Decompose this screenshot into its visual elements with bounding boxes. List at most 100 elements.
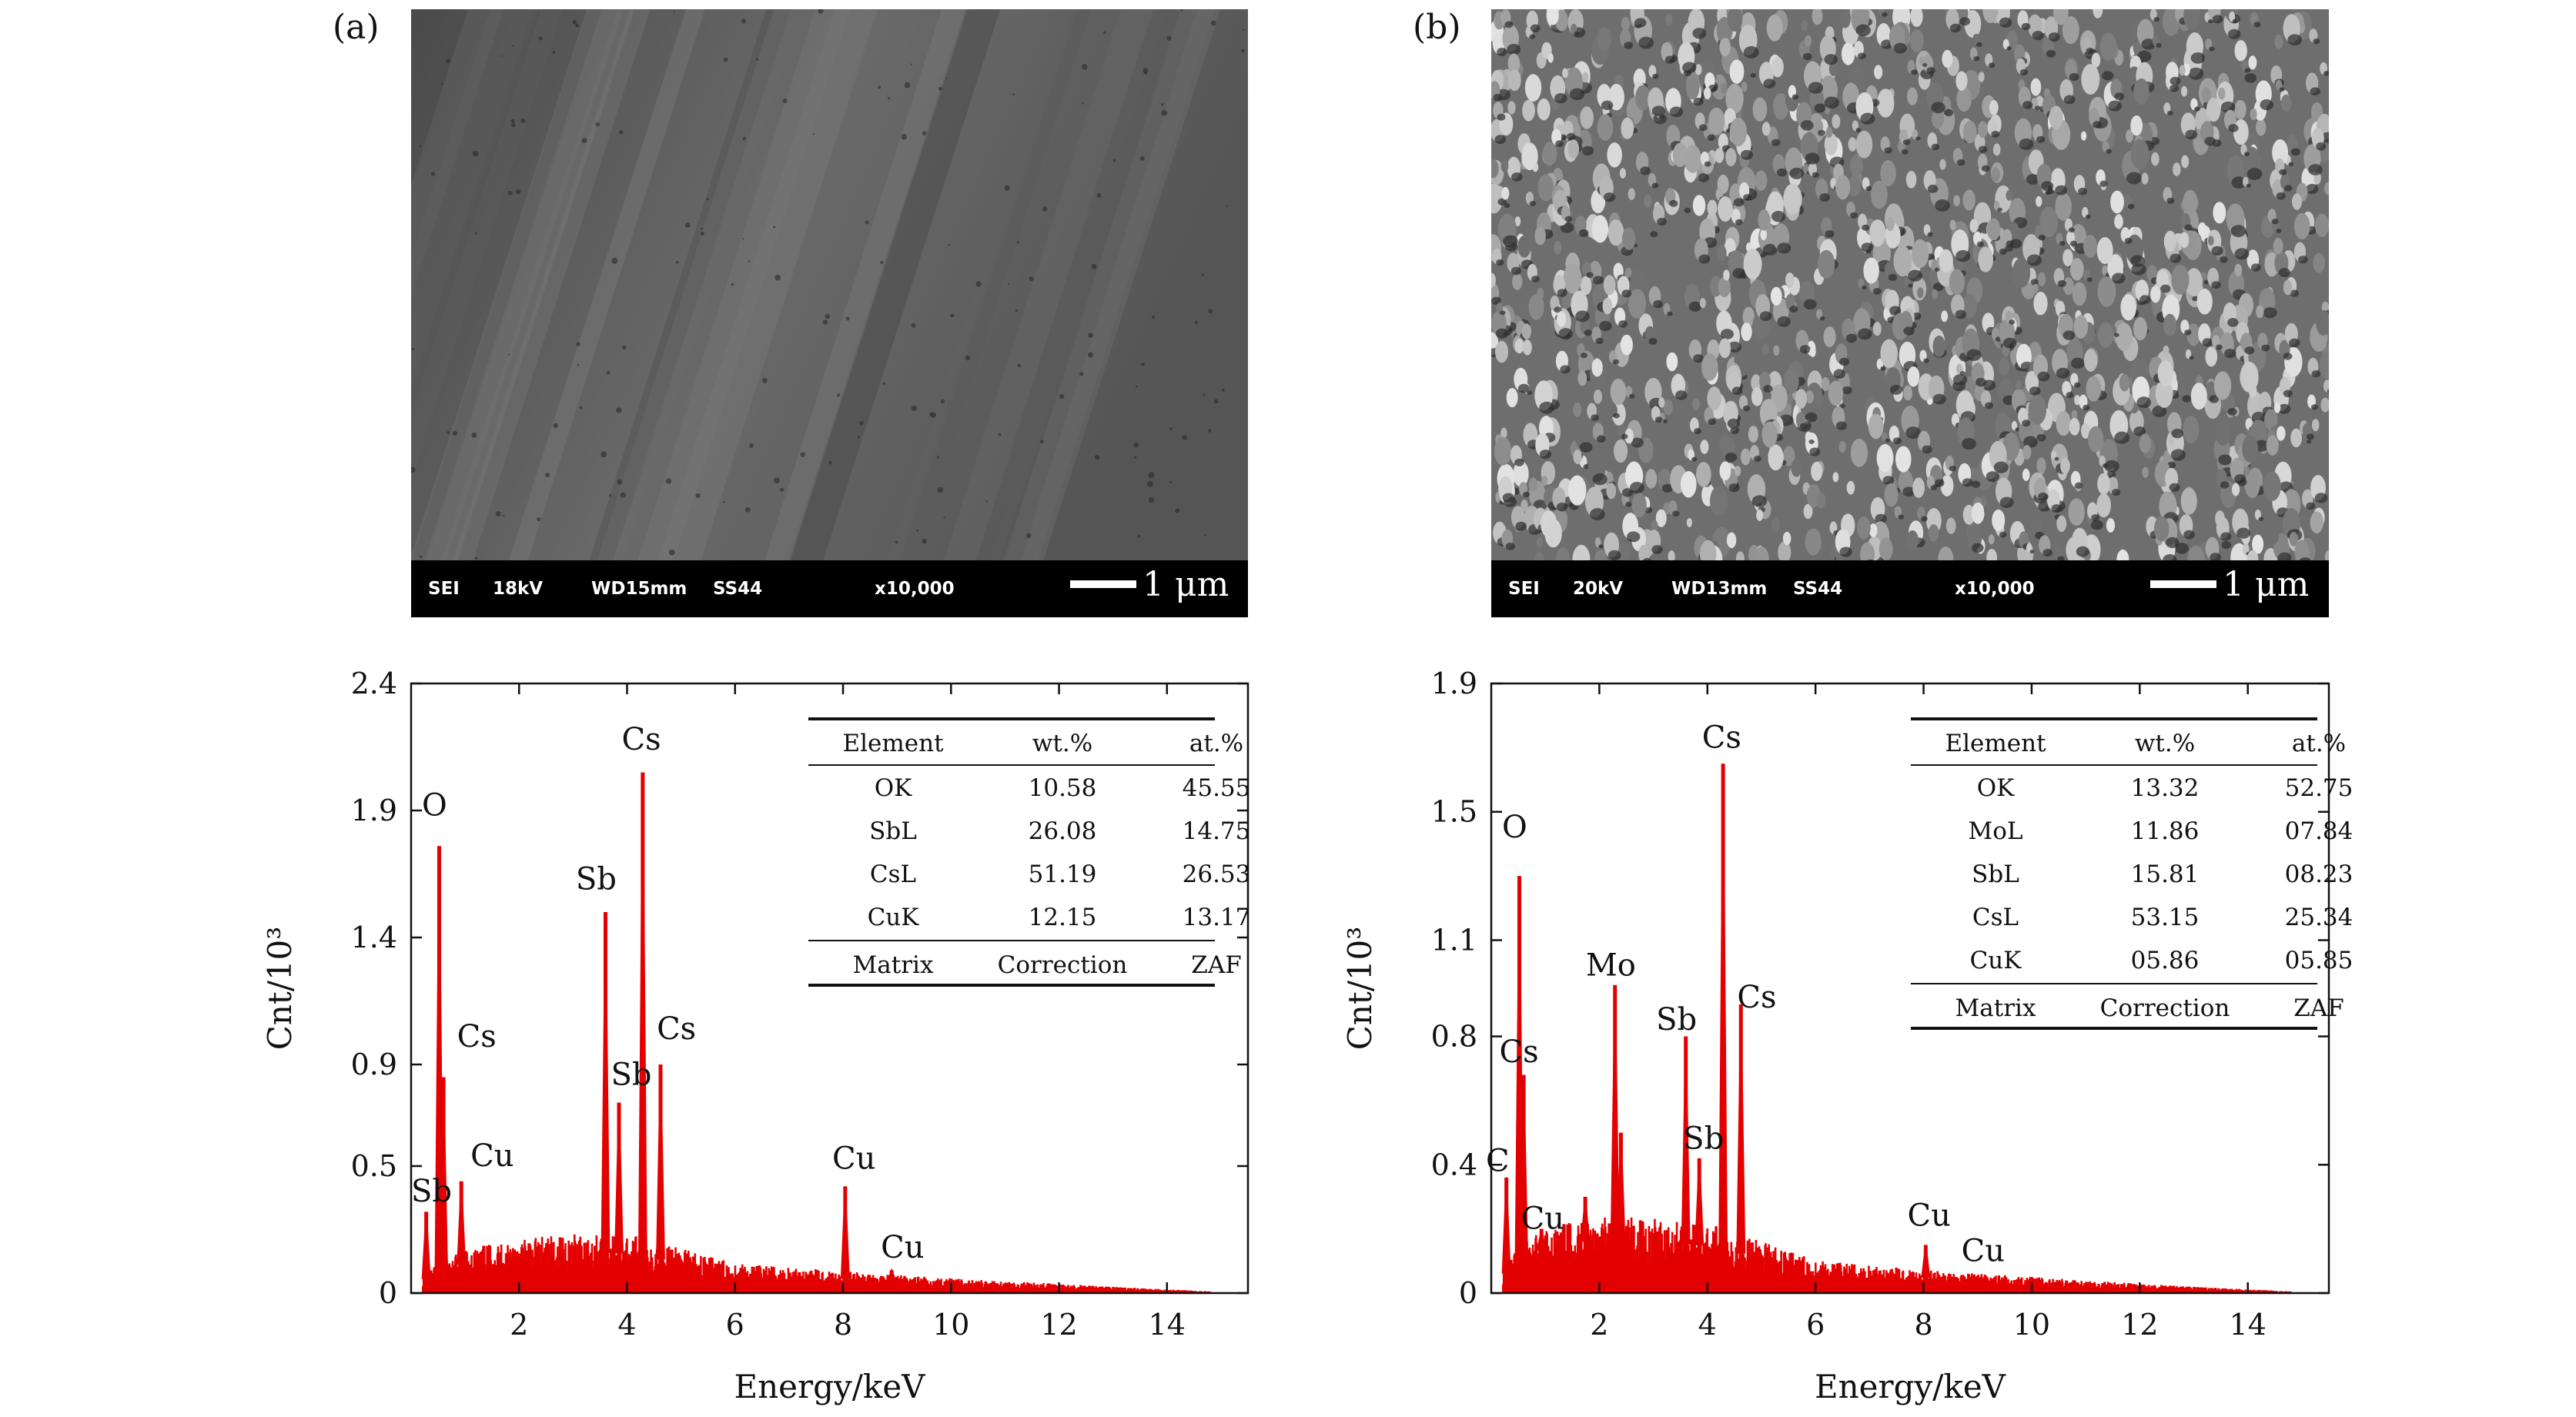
sem-pore [742, 237, 744, 240]
sem-grain-shadow [1644, 506, 1653, 513]
sem-grain-shadow [1789, 167, 1805, 179]
sem-pore [701, 227, 703, 230]
sem-grain-shadow [2192, 296, 2199, 302]
sem-grain-shadow [1865, 185, 1872, 192]
sem-grain [1832, 114, 1841, 129]
sem-grain [1868, 523, 1878, 537]
sem-grain-shadow [2170, 85, 2180, 92]
sem-pore [595, 122, 600, 127]
sem-grain-shadow [2002, 395, 2015, 406]
sem-pore [948, 244, 950, 246]
sem-pore [516, 189, 521, 195]
sem-grain [1850, 438, 1868, 467]
sem-grain-shadow [1631, 437, 1644, 448]
sem-grain [1992, 143, 2001, 156]
sem-pore [520, 118, 526, 123]
peak-label: O [1502, 810, 1527, 845]
sem-grain-shadow [1777, 316, 1791, 327]
sem-stripe [623, 9, 835, 560]
sem-pore [618, 129, 624, 135]
sem-grain-shadow [1959, 17, 1970, 26]
sem-grain [1932, 108, 1944, 129]
sem-stripe [509, 9, 705, 560]
sem-pore [1017, 363, 1022, 368]
sem-grain [2030, 78, 2042, 96]
sem-pore [1091, 263, 1097, 269]
sem-grain-shadow [2086, 277, 2093, 282]
sem-pore [742, 136, 747, 141]
sem-grain-shadow [1621, 488, 1634, 497]
sem-grain-shadow [1861, 242, 1873, 252]
sem-grain-shadow [2310, 404, 2319, 410]
sem-grain [2171, 264, 2190, 295]
sem-stripe [897, 9, 1092, 560]
sem-grain [2074, 395, 2081, 406]
sem-pore [1082, 102, 1084, 105]
sem-grain-shadow [2212, 15, 2223, 24]
sem-grain [1773, 93, 1789, 120]
sem-pore [1133, 442, 1139, 448]
sem-grain [1962, 293, 1977, 319]
sem-pore [888, 97, 891, 100]
sem-grain-shadow [2054, 456, 2059, 461]
sem-grain [2320, 397, 2329, 413]
sem-grain [1517, 236, 1531, 258]
sem-pore [800, 452, 805, 457]
sem-pore [837, 393, 841, 397]
sem-pore [1182, 435, 1187, 440]
sem-grain [1619, 168, 1626, 179]
x-tick-label: 8 [1914, 1308, 1932, 1342]
sem-grain-shadow [2221, 540, 2232, 550]
scale-label: 1 μm [1142, 565, 1229, 604]
sem-grain-shadow [1539, 401, 1554, 414]
sem-pore [943, 516, 945, 519]
sem-pore [411, 347, 414, 351]
sem-pore [880, 260, 884, 265]
sem-pore [911, 405, 918, 412]
sem-grain [1805, 35, 1812, 47]
sem-grain-shadow [2231, 176, 2246, 189]
sem-stripe [413, 9, 618, 560]
x-tick-label: 12 [2121, 1308, 2158, 1342]
sem-grain [1716, 245, 1727, 262]
table-cell: 05.86 [2131, 947, 2200, 974]
sem-grain [1607, 219, 1624, 246]
sem-grain [1630, 267, 1647, 295]
sem-pore [744, 506, 751, 513]
sem-grain-shadow [2263, 307, 2277, 319]
sem-grain [1507, 101, 1516, 115]
sem-grain-shadow [1901, 149, 1909, 155]
sem-grain-shadow [2070, 357, 2085, 369]
sem-pore [723, 57, 728, 62]
sem-pore [1137, 535, 1141, 538]
sem-grain [1621, 16, 1631, 32]
table-cell: OK [1977, 774, 2015, 802]
sem-grain-shadow [1923, 358, 1929, 363]
sem-grain-shadow [1882, 12, 1888, 18]
sem-texture-a [411, 9, 1248, 560]
sem-pore [1208, 309, 1213, 314]
sem-grain [2093, 9, 2103, 18]
sem-stripe [1004, 9, 1216, 560]
sem-pore [845, 316, 850, 321]
sem-pore [910, 63, 912, 65]
sem-grain [1580, 106, 1594, 129]
sem-pore [1042, 206, 1048, 212]
sem-grain-shadow [1618, 320, 1628, 328]
sem-grain-shadow [1638, 36, 1654, 49]
sem-stripe [412, 9, 604, 560]
sem-pore [904, 82, 911, 89]
sem-pore [901, 134, 907, 140]
sem-grain [1880, 159, 1896, 187]
sem-grain [1969, 219, 1979, 233]
sem-pore [684, 222, 691, 228]
sem-pore [828, 460, 832, 465]
sem-grain [2234, 99, 2246, 120]
sem-grain [1803, 503, 1813, 520]
sem-pore [1243, 28, 1245, 32]
sem-grain-shadow [2112, 489, 2121, 496]
sem-stripe [943, 9, 1153, 560]
sem-grain-shadow [1591, 414, 1599, 421]
sem-pore [822, 319, 828, 325]
